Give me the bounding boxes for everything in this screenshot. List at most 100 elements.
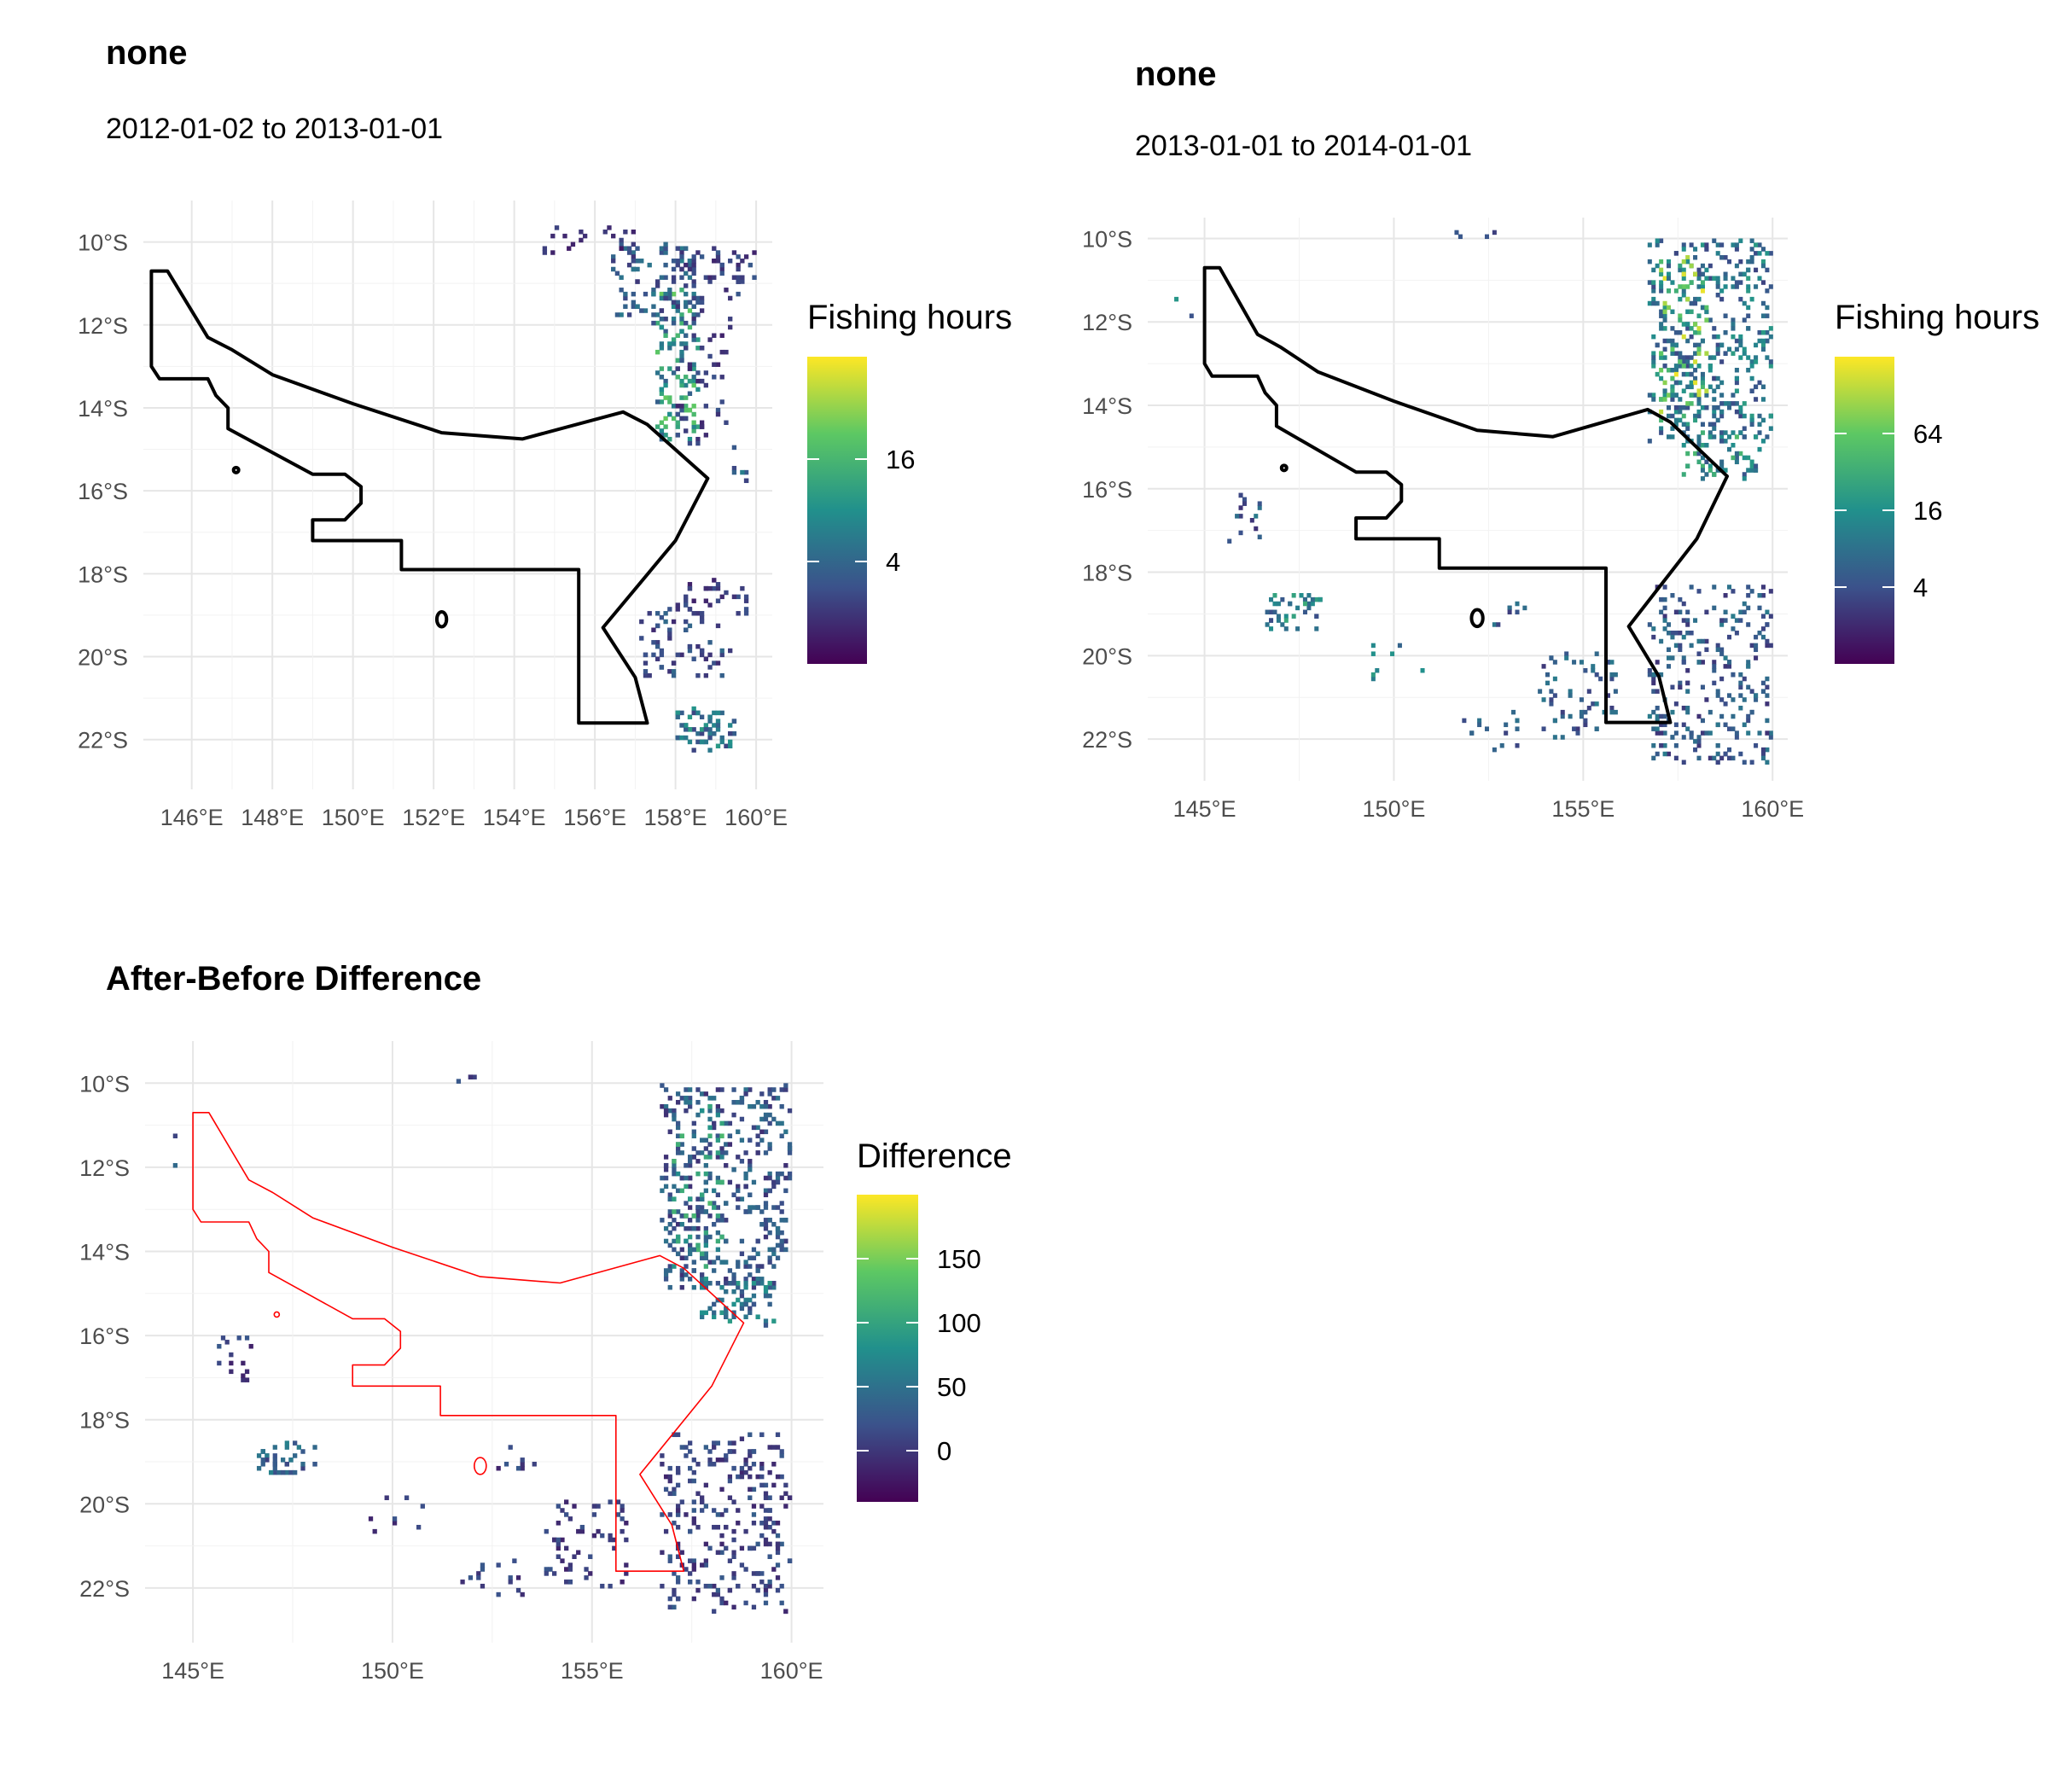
fishing-cell: [691, 375, 696, 380]
fishing-cell: [1659, 368, 1664, 373]
fishing-cell: [1731, 589, 1736, 594]
fishing-cell: [672, 1171, 677, 1177]
fishing-cell: [1469, 730, 1475, 736]
fishing-cell: [1254, 514, 1259, 519]
fishing-cell: [1651, 284, 1656, 289]
fishing-cell: [775, 1533, 781, 1539]
fishing-cell: [707, 1201, 713, 1206]
fishing-cell: [1731, 614, 1736, 619]
fishing-cell: [1768, 643, 1773, 649]
fishing-cell: [1746, 368, 1751, 373]
fishing-cell: [752, 275, 757, 280]
fishing-cell: [420, 1504, 425, 1509]
fishing-cell: [1746, 622, 1751, 627]
fishing-cell: [1700, 371, 1705, 377]
x-tick-label: 152°E: [402, 805, 465, 830]
fishing-cell: [1673, 643, 1679, 649]
fishing-cell: [1659, 238, 1664, 243]
fishing-cell: [671, 320, 677, 326]
fishing-cell: [631, 259, 636, 264]
fishing-cell: [763, 1587, 769, 1593]
fishing-cell: [663, 1268, 669, 1273]
fishing-cell: [1659, 326, 1664, 331]
fishing-cell: [1726, 664, 1732, 669]
fishing-cell: [1760, 634, 1766, 640]
fishing-cell: [1742, 413, 1747, 419]
fishing-cell: [544, 1567, 549, 1572]
fishing-cell: [1242, 501, 1247, 506]
fishing-cell: [1742, 759, 1747, 765]
fishing-cell: [748, 1103, 753, 1109]
fishing-cell: [468, 1575, 474, 1580]
fishing-cell: [1715, 468, 1720, 473]
fishing-cell: [771, 1251, 777, 1257]
fishing-cell: [763, 1201, 769, 1206]
fishing-cell: [1731, 697, 1736, 702]
fishing-cell: [217, 1343, 222, 1349]
fishing-cell: [727, 1587, 733, 1593]
fishing-cell: [1499, 743, 1504, 748]
fishing-cell: [272, 1462, 277, 1467]
fishing-cell: [691, 1133, 696, 1138]
fishing-cell: [655, 312, 660, 317]
fishing-cell: [1719, 409, 1725, 415]
fishing-cell: [703, 1558, 708, 1563]
fishing-cell: [1673, 342, 1679, 348]
fishing-cell: [1662, 364, 1667, 369]
fishing-cell: [1760, 680, 1766, 686]
fishing-cell: [679, 1272, 684, 1277]
fishing-cell: [564, 1545, 569, 1551]
fishing-cell: [700, 1281, 705, 1286]
fishing-cell: [1734, 631, 1739, 636]
fishing-cell: [1659, 609, 1664, 615]
fishing-cell: [712, 1188, 717, 1194]
fishing-cell: [695, 370, 701, 375]
fishing-cell: [767, 1087, 772, 1092]
fishing-cell: [691, 304, 696, 309]
fishing-cell: [687, 643, 693, 649]
fishing-cell: [679, 1255, 684, 1260]
fishing-cell: [1681, 422, 1686, 428]
fishing-cell: [1696, 346, 1702, 352]
fishing-cell: [715, 1103, 721, 1109]
fishing-cell: [691, 1457, 696, 1463]
fishing-cell: [619, 237, 624, 243]
fishing-cell: [719, 1284, 724, 1290]
fishing-cell: [1647, 242, 1652, 247]
fishing-cell: [1708, 709, 1713, 715]
fishing-cell: [1541, 664, 1546, 669]
fishing-cell: [771, 1264, 777, 1269]
fishing-cell: [712, 578, 717, 583]
fishing-cell: [1659, 409, 1664, 415]
fishing-cell: [1462, 718, 1467, 724]
fishing-cell: [1560, 713, 1565, 719]
fishing-cell: [1708, 430, 1713, 435]
fishing-cell: [679, 320, 684, 326]
fishing-cell: [1662, 751, 1667, 757]
fishing-cell: [1754, 643, 1759, 649]
fishing-cell: [579, 1524, 585, 1530]
fishing-cell: [707, 1171, 713, 1177]
fishing-cell: [562, 233, 567, 239]
fishing-cell: [767, 1554, 772, 1559]
fishing-cell: [736, 1583, 741, 1589]
fishing-cell: [707, 1108, 713, 1114]
fishing-cell: [1731, 713, 1736, 719]
fishing-cell: [1768, 251, 1773, 256]
fishing-cell: [639, 259, 644, 264]
fishing-cell: [715, 1218, 721, 1223]
fishing-cell: [691, 1478, 696, 1484]
fishing-cell: [699, 739, 705, 745]
fishing-cell: [1552, 693, 1557, 698]
fishing-cell: [1678, 609, 1683, 615]
fishing-cell: [739, 1289, 745, 1295]
fishing-cell: [727, 1478, 733, 1484]
fishing-cell: [691, 1516, 696, 1521]
fishing-cell: [1651, 393, 1656, 398]
fishing-cell: [731, 469, 737, 475]
panel-2-map: 145°E 150°E 155°E 160°E 10°S12°S14°S16°S18°…: [1082, 218, 1804, 822]
fishing-cell: [554, 225, 560, 230]
fishing-cell: [1700, 463, 1705, 468]
fishing-cell: [672, 1116, 677, 1122]
fishing-cell: [1681, 334, 1686, 340]
